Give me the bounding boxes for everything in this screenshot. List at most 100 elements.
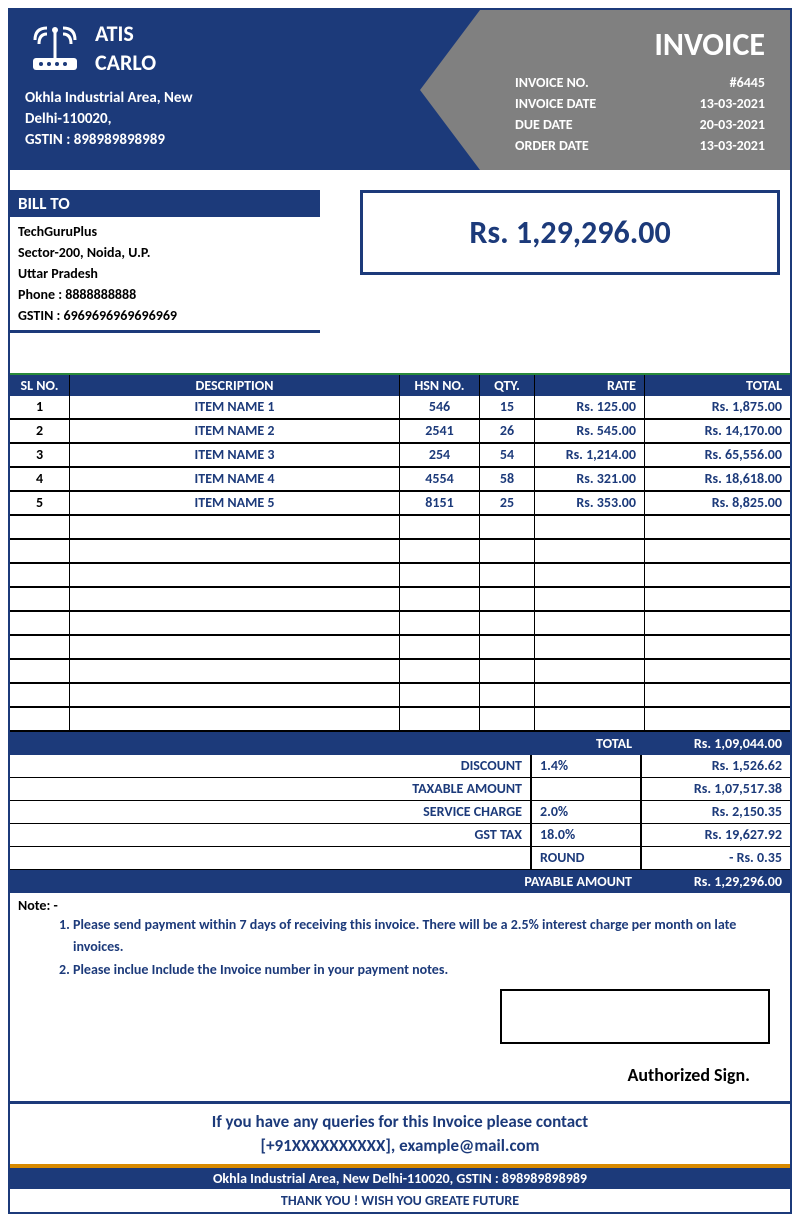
cell-total: Rs. 1,875.00 [645, 396, 790, 418]
bill-to-gstin: GSTIN : 6969696969696969 [18, 305, 312, 326]
cell-hsn [400, 636, 480, 658]
summary-value: Rs. 2,150.35 [640, 801, 790, 823]
summary-pct: 2.0% [530, 801, 640, 823]
table-row [10, 612, 790, 636]
cell-hsn: 4554 [400, 468, 480, 490]
summary-pct: 18.0% [530, 824, 640, 846]
summary-total-label: TOTAL [10, 732, 640, 755]
summary-pct [530, 778, 640, 800]
note-item: Please inclue Include the Invoice number… [73, 959, 782, 981]
cell-hsn: 2541 [400, 420, 480, 442]
cell-sl: 2 [10, 420, 70, 442]
cell-total [645, 564, 790, 586]
cell-hsn: 8151 [400, 492, 480, 514]
cell-total [645, 612, 790, 634]
cell-desc [70, 588, 400, 610]
cell-qty [480, 564, 535, 586]
summary-row: SERVICE CHARGE2.0%Rs. 2,150.35 [10, 801, 790, 824]
signature-box [500, 989, 770, 1044]
table-row [10, 516, 790, 540]
cell-sl [10, 612, 70, 634]
bill-to-phone: Phone : 8888888888 [18, 284, 312, 305]
cell-hsn [400, 660, 480, 682]
summary-value: Rs. 1,526.62 [640, 755, 790, 777]
footer-address: Okhla Industrial Area, New Delhi-110020,… [10, 1164, 790, 1189]
cell-total [645, 540, 790, 562]
cell-total [645, 588, 790, 610]
bill-to-header: BILL TO [10, 190, 320, 217]
summary-row: TAXABLE AMOUNTRs. 1,07,517.38 [10, 778, 790, 801]
meta-label: INVOICE DATE [515, 93, 655, 114]
cell-qty [480, 540, 535, 562]
summary-row: GST TAX18.0%Rs. 19,627.92 [10, 824, 790, 847]
cell-qty: 15 [480, 396, 535, 418]
cell-hsn [400, 516, 480, 538]
summary-row: DISCOUNT1.4%Rs. 1,526.62 [10, 755, 790, 778]
payable-label: PAYABLE AMOUNT [10, 870, 640, 893]
cell-desc [70, 540, 400, 562]
meta-value: 13-03-2021 [655, 93, 765, 114]
cell-hsn: 546 [400, 396, 480, 418]
cell-hsn [400, 540, 480, 562]
meta-label: DUE DATE [515, 114, 655, 135]
company-address: Okhla Industrial Area, New Delhi-110020,… [25, 88, 193, 151]
signature-area [10, 989, 790, 1059]
table-row [10, 564, 790, 588]
cell-qty [480, 636, 535, 658]
col-hdr-rate: RATE [535, 375, 645, 396]
cell-sl [10, 516, 70, 538]
cell-sl: 1 [10, 396, 70, 418]
summary-value: - Rs. 0.35 [640, 847, 790, 869]
company-name-1: ATIS [95, 20, 156, 49]
meta-label: INVOICE NO. [515, 72, 655, 93]
cell-total [645, 660, 790, 682]
cell-sl [10, 564, 70, 586]
cell-rate [535, 588, 645, 610]
footer-query-2: [+91XXXXXXXXXX], example@mail.com [16, 1134, 784, 1158]
cell-desc: ITEM NAME 4 [70, 468, 400, 490]
col-hdr-sl: SL NO. [10, 375, 70, 396]
cell-desc [70, 564, 400, 586]
summary-value: Rs. 1,07,517.38 [640, 778, 790, 800]
cell-qty [480, 684, 535, 706]
header: ATIS CARLO Okhla Industrial Area, New De… [10, 10, 790, 170]
cell-desc [70, 660, 400, 682]
cell-qty [480, 588, 535, 610]
cell-sl [10, 588, 70, 610]
cell-hsn [400, 588, 480, 610]
notes-list: Please send payment within 7 days of rec… [73, 914, 782, 981]
bill-to: BILL TO TechGuruPlus Sector-200, Noida, … [10, 190, 320, 333]
summary-label: DISCOUNT [10, 755, 530, 777]
payable-bar: PAYABLE AMOUNT Rs. 1,29,296.00 [10, 870, 790, 893]
cell-total [645, 516, 790, 538]
meta-value: 13-03-2021 [655, 135, 765, 156]
summary-label: SERVICE CHARGE [10, 801, 530, 823]
cell-sl: 3 [10, 444, 70, 466]
cell-rate: Rs. 321.00 [535, 468, 645, 490]
bill-to-name: TechGuruPlus [18, 221, 312, 242]
summary-rows: DISCOUNT1.4%Rs. 1,526.62TAXABLE AMOUNTRs… [10, 755, 790, 870]
cell-total: Rs. 14,170.00 [645, 420, 790, 442]
summary-label [10, 847, 530, 869]
cell-rate [535, 660, 645, 682]
company-name: ATIS CARLO [95, 20, 156, 77]
cell-qty: 58 [480, 468, 535, 490]
footer-thanks: THANK YOU ! WISH YOU GREATE FUTURE [10, 1189, 790, 1212]
col-hdr-hsn: HSN NO. [400, 375, 480, 396]
cell-desc: ITEM NAME 2 [70, 420, 400, 442]
cell-rate [535, 516, 645, 538]
table-row: 2ITEM NAME 2254126Rs. 545.00Rs. 14,170.0… [10, 420, 790, 444]
cell-rate [535, 636, 645, 658]
signature-label: Authorized Sign. [10, 1059, 790, 1101]
meta-label: ORDER DATE [515, 135, 655, 156]
cell-total [645, 708, 790, 730]
table-row [10, 684, 790, 708]
cell-qty: 54 [480, 444, 535, 466]
mid-section: BILL TO TechGuruPlus Sector-200, Noida, … [10, 170, 790, 353]
invoice-meta-row: INVOICE DATE13-03-2021 [515, 93, 765, 114]
cell-desc [70, 516, 400, 538]
cell-qty [480, 660, 535, 682]
cell-sl [10, 636, 70, 658]
cell-qty [480, 612, 535, 634]
wifi-router-icon [25, 20, 85, 80]
